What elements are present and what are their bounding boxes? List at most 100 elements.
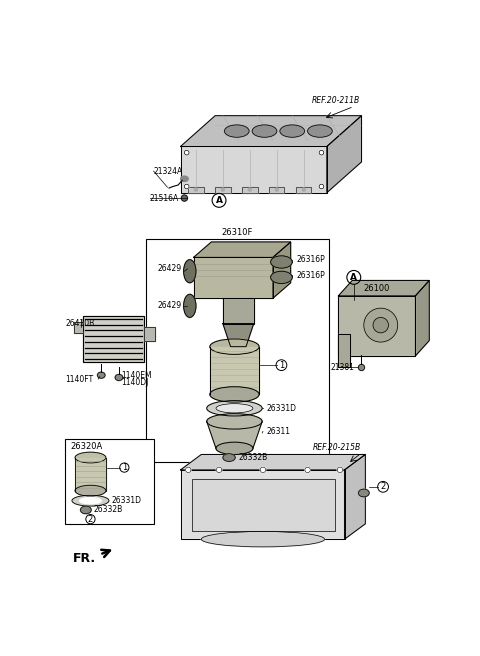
Circle shape [373, 318, 388, 333]
Text: 26310F: 26310F [222, 228, 253, 237]
Bar [188, 186, 204, 193]
Bar [242, 186, 258, 193]
Ellipse shape [210, 387, 259, 402]
Text: A: A [350, 273, 357, 282]
Ellipse shape [207, 414, 262, 429]
Ellipse shape [201, 531, 324, 547]
Polygon shape [415, 281, 429, 356]
Circle shape [248, 188, 252, 191]
Circle shape [184, 150, 189, 155]
Ellipse shape [75, 452, 106, 463]
Circle shape [319, 184, 324, 189]
Text: 21516A: 21516A [150, 194, 179, 203]
Circle shape [194, 188, 197, 191]
Bar [215, 186, 230, 193]
Polygon shape [207, 421, 262, 448]
Polygon shape [345, 455, 365, 539]
Circle shape [364, 308, 398, 342]
Text: A: A [216, 196, 223, 205]
Text: 1140DJ: 1140DJ [121, 379, 149, 388]
Text: REF.20-211B: REF.20-211B [312, 96, 360, 106]
Bar [65, 439, 154, 523]
Bar [296, 186, 312, 193]
Text: 26311: 26311 [267, 427, 291, 436]
Ellipse shape [180, 176, 188, 182]
Ellipse shape [75, 485, 106, 496]
Ellipse shape [115, 375, 123, 380]
Circle shape [216, 467, 222, 472]
Bar [188, 186, 204, 193]
Bar [242, 186, 258, 193]
Text: FR.: FR. [73, 552, 96, 565]
Bar [75, 458, 106, 491]
Ellipse shape [80, 498, 101, 504]
Bar [269, 186, 285, 193]
Text: 26410B: 26410B [65, 319, 94, 328]
Bar [73, 322, 83, 333]
Polygon shape [193, 257, 273, 298]
Ellipse shape [308, 125, 332, 137]
Circle shape [319, 150, 324, 155]
Text: 1140FT: 1140FT [65, 375, 93, 384]
Text: 21381: 21381 [331, 363, 355, 372]
Circle shape [260, 467, 265, 472]
Text: 26316P: 26316P [296, 270, 325, 279]
Ellipse shape [207, 401, 262, 416]
Ellipse shape [72, 495, 109, 506]
Circle shape [184, 184, 189, 189]
Ellipse shape [81, 506, 91, 514]
Text: 26331D: 26331D [267, 404, 297, 413]
Polygon shape [180, 470, 345, 539]
Circle shape [302, 188, 305, 191]
Polygon shape [180, 115, 361, 146]
Circle shape [275, 188, 278, 191]
Text: 1: 1 [279, 361, 284, 370]
Polygon shape [338, 281, 429, 296]
Polygon shape [338, 296, 415, 356]
Polygon shape [223, 298, 254, 323]
Text: 26429: 26429 [157, 264, 181, 274]
Ellipse shape [97, 372, 105, 379]
Circle shape [186, 467, 191, 472]
Text: 26429: 26429 [157, 301, 181, 310]
Ellipse shape [271, 271, 292, 283]
Circle shape [305, 467, 310, 472]
Bar [144, 327, 155, 340]
Text: 26332B: 26332B [238, 453, 267, 462]
Text: 21324A: 21324A [154, 167, 183, 176]
Polygon shape [193, 242, 291, 257]
Ellipse shape [184, 295, 196, 318]
Text: 2: 2 [381, 482, 386, 491]
Text: 26100: 26100 [364, 283, 390, 293]
Ellipse shape [359, 489, 369, 497]
Ellipse shape [223, 454, 235, 461]
Circle shape [221, 188, 225, 191]
Bar [83, 316, 144, 362]
Polygon shape [273, 242, 291, 298]
Bar [146, 239, 329, 462]
Circle shape [359, 364, 365, 371]
Bar [83, 316, 144, 362]
Bar [269, 186, 285, 193]
Text: 1140EM: 1140EM [121, 371, 152, 380]
Polygon shape [180, 455, 365, 470]
Ellipse shape [271, 256, 292, 268]
Circle shape [337, 467, 343, 472]
Text: 1: 1 [122, 463, 127, 472]
Text: 26332B: 26332B [94, 505, 123, 514]
Bar [215, 186, 230, 193]
Text: 26320A: 26320A [71, 442, 103, 451]
Text: REF.20-215B: REF.20-215B [313, 443, 361, 452]
Ellipse shape [225, 125, 249, 137]
Ellipse shape [184, 260, 196, 283]
Text: 26331D: 26331D [111, 496, 141, 505]
Polygon shape [338, 335, 350, 367]
Bar [192, 479, 335, 531]
Bar [296, 186, 312, 193]
Polygon shape [223, 323, 254, 346]
Ellipse shape [210, 339, 259, 354]
Bar [210, 346, 259, 394]
Text: 2: 2 [88, 515, 93, 523]
Polygon shape [180, 146, 327, 193]
Circle shape [181, 195, 188, 201]
